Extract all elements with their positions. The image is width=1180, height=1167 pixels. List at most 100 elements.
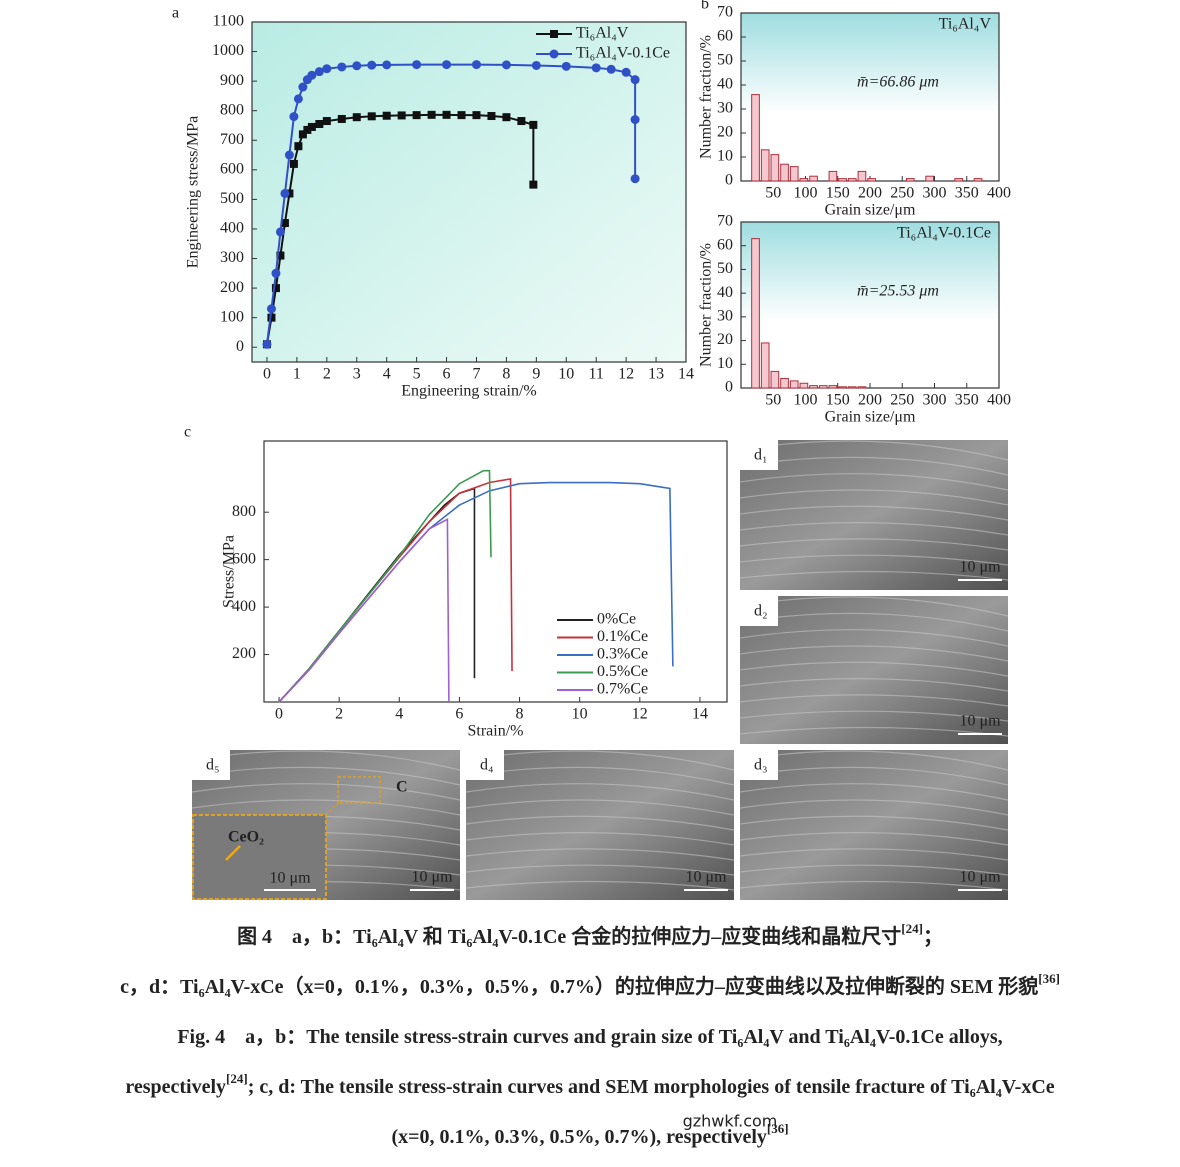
x-tick-label: 3 [353,366,361,383]
marker [289,112,299,122]
marker [501,60,511,70]
caption-sup: [36] [1038,971,1060,986]
image-label: d₂ [754,603,768,620]
y-tick-label: 600 [232,550,256,567]
histogram-bar [809,175,818,182]
marker [606,64,616,74]
marker [442,110,451,119]
x-axis-title: Grain size/μm [825,202,916,219]
histogram-bar [847,386,857,389]
sem-texture [739,832,1009,846]
y-tick-label: 900 [220,72,244,89]
histogram-bar [838,178,847,182]
y-tick-label: 500 [220,190,244,207]
x-tick-label: 100 [794,185,818,202]
sem-texture [465,864,735,876]
histogram-bar [867,178,876,182]
y-tick-label: 400 [232,598,256,615]
watermark: gzhwkf.com [683,1112,778,1131]
y-tick-label: 300 [220,249,244,266]
y-tick-label: 700 [220,131,244,148]
marker [442,60,452,70]
marker [397,111,406,120]
x-tick-label: 11 [589,366,604,383]
sem-texture [191,799,461,816]
y-tick-label: 60 [717,28,733,45]
scale-text: 10 μm [411,869,453,886]
inset-label: CeO₂ [228,829,264,846]
marker [471,60,481,70]
histogram-bar [760,149,770,182]
legend-label: 0.1%Ce [597,628,648,645]
legend-label: 0.3%Ce [597,646,648,663]
x-tick-label: 300 [923,392,947,409]
histogram-bar [809,385,818,389]
histogram-bar [780,378,789,389]
y-tick-label: 40 [717,76,733,93]
label-bg [740,750,778,780]
marker [337,62,347,72]
sem-texture [739,799,1009,816]
histogram-bar [905,178,915,182]
sem-image [740,750,1008,900]
marker [315,120,324,128]
marker [367,112,376,121]
caption-sup: [24] [226,1071,248,1086]
caption-text: 图 4 a，b：Ti₆Al₄V 和 Ti₆Al₄V-0.1Ce 合金的拉伸应力–… [237,924,901,948]
x-tick-label: 2 [335,706,343,723]
label-bg [740,596,778,626]
legend-label: 0.7%Ce [597,681,648,698]
histogram-bar [760,342,770,389]
sem-texture [739,645,1009,662]
marker [293,94,303,104]
sem-texture [739,880,1009,891]
histogram-bar [828,385,838,389]
inset-scale-text: 10 μm [269,870,311,887]
histogram-bar [780,163,789,182]
y-tick-label: 200 [220,279,244,296]
sem-texture [739,710,1009,722]
histogram-bar [925,175,935,182]
sem-image [740,596,1008,744]
plot-area [740,12,1000,182]
x-tick-label: 8 [516,706,524,723]
sem-texture [465,880,735,891]
marker [322,117,331,126]
y-tick-label: 800 [220,101,244,118]
scale-text: 10 μm [685,869,727,886]
sem-texture [739,864,1009,876]
x-tick-label: 14 [692,706,708,723]
scale-text: 10 μm [959,869,1001,886]
label-bg [466,750,504,780]
marker [294,142,303,151]
marker [502,113,511,122]
histogram-bar [973,178,983,182]
x-tick-label: 12 [632,706,648,723]
caption-line: Fig. 4 a，b：The tensile stress-strain cur… [177,1026,1002,1048]
marker [472,111,481,120]
y-axis-title: Stress/MPa [221,535,238,608]
label-bg [192,750,230,780]
caption-sup: [36] [767,1121,789,1136]
sem-texture [739,505,1009,521]
marker [630,75,640,85]
x-tick-label: 1 [293,366,301,383]
histogram-bar [954,178,964,182]
marker [307,70,317,80]
legend-label: 0%Ce [597,611,636,628]
legend-label: 0.5%Ce [597,663,648,680]
marker [271,268,281,278]
marker [267,313,276,322]
x-tick-label: 100 [794,392,818,409]
caption-line: c，d：Ti₆Al₄V-xCe（x=0，0.1%，0.3%，0.5%，0.7%）… [120,971,1060,997]
y-tick-label: 0 [236,338,244,355]
legend-marker [549,49,559,59]
sem-texture [739,815,1009,831]
sem-texture [739,554,1009,566]
x-tick-label: 9 [532,366,540,383]
histogram-bar [799,178,809,182]
image-label: d₅ [206,757,220,774]
caption-text: Fig. 4 a，b：The tensile stress-strain cur… [177,1026,1002,1048]
sem-texture [739,848,1009,861]
panel-label: c [184,424,191,441]
